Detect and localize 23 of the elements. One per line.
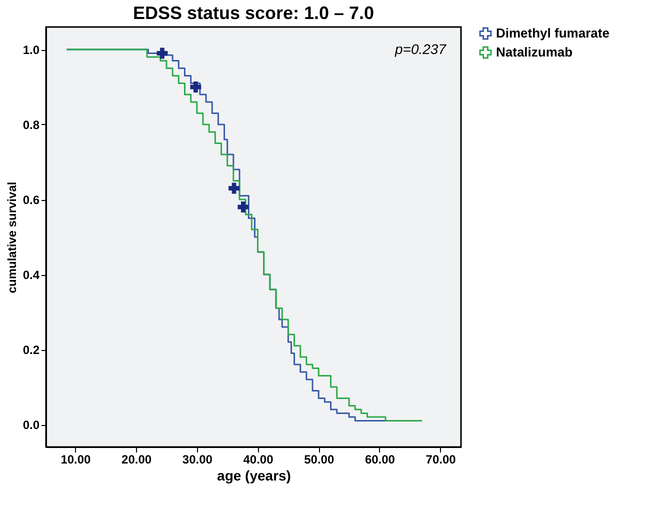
y-tick-label: 0.6 (22, 193, 40, 207)
point (228, 182, 240, 194)
point (190, 82, 202, 92)
legend-label: Dimethyl fumarate (496, 26, 610, 40)
y-tick-label: 0.0 (22, 418, 40, 432)
x-tick-label: 30.00 (182, 452, 213, 466)
point (156, 48, 168, 59)
chart-title: EDSS status score: 1.0 – 7.0 (132, 3, 374, 23)
x-tick-label: 50.00 (304, 452, 334, 466)
x-tick-label: 70.00 (426, 452, 456, 466)
point (238, 202, 249, 212)
y-tick-label: 1.0 (22, 43, 40, 57)
x-axis-title: age (years) (217, 468, 291, 484)
legend-label: Natalizumab (496, 44, 573, 60)
annotation: p=0.237 (394, 41, 448, 57)
x-tick-label: 10.00 (60, 452, 92, 466)
y-tick-label: 0.8 (22, 118, 40, 132)
x-tick-label: 20.00 (122, 452, 152, 466)
y-tick-label: 0.4 (22, 268, 40, 282)
y-tick-label: 0.2 (22, 343, 40, 357)
x-tick-label: 60.00 (364, 452, 396, 466)
y-axis-title: cumulative survival (4, 182, 19, 294)
x-tick-label: 40.00 (243, 452, 274, 466)
